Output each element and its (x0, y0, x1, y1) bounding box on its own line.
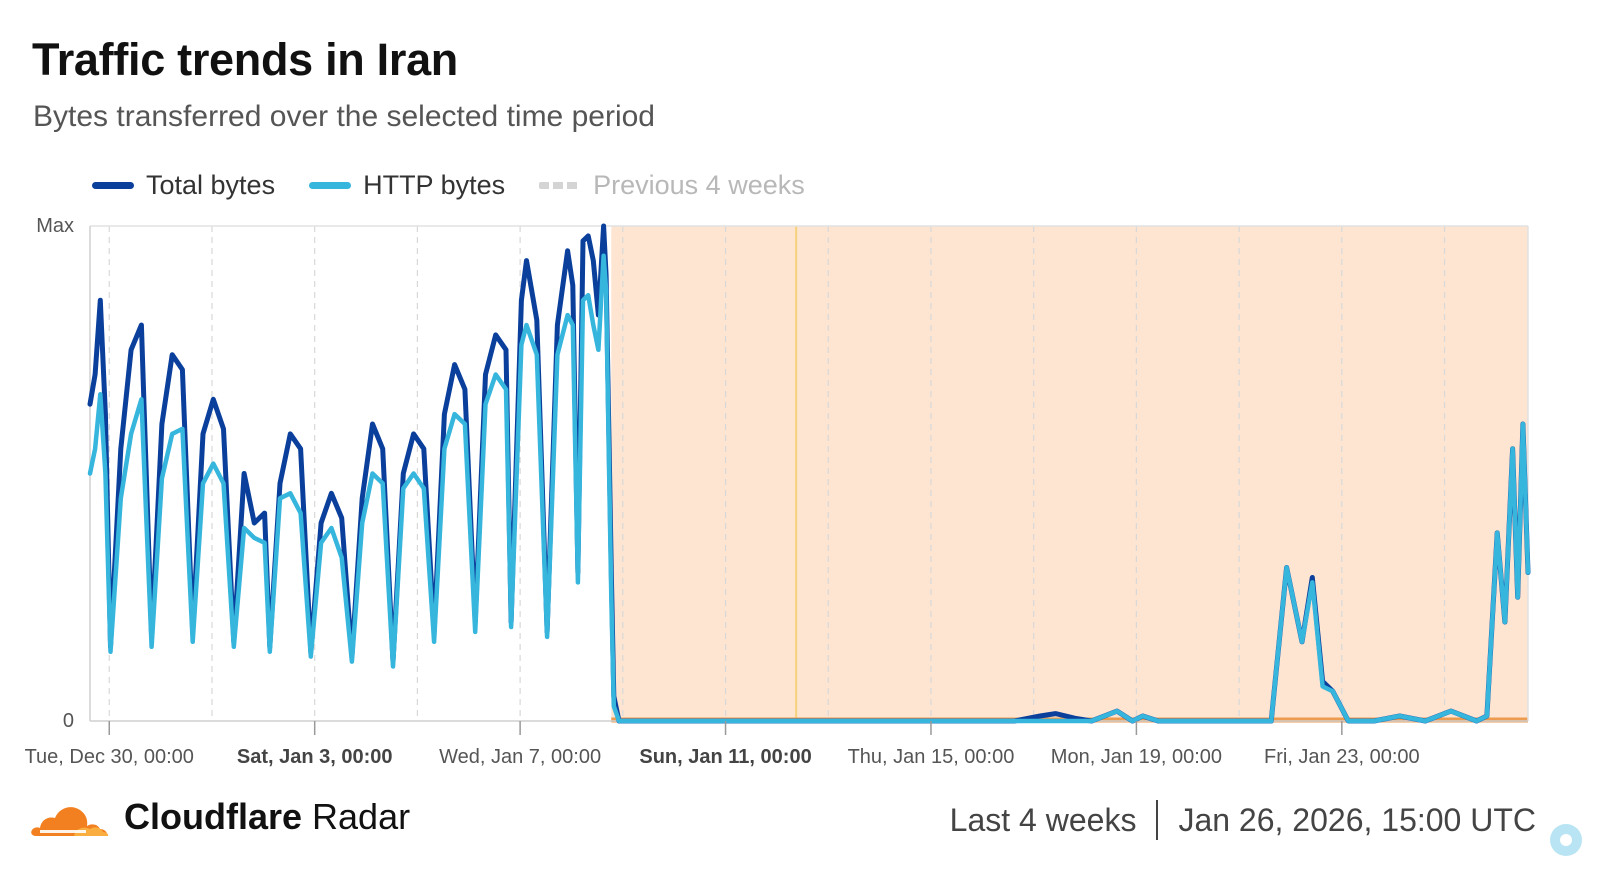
traffic-chart[interactable]: Max 0 Tue, Dec 30, 00:00 Sat, Jan 3, 00:00 W… (0, 0, 1600, 790)
legend-item-previous[interactable]: Previous 4 weeks (539, 170, 805, 201)
legend-swatch-total (92, 182, 134, 189)
cloudflare-radar-brand[interactable]: Cloudflare Radar (30, 796, 410, 838)
x-tick-label-3: Sun, Jan 11, 00:00 (639, 746, 811, 768)
timestamp-label: Jan 26, 2026, 15:00 UTC (1178, 801, 1536, 838)
legend-item-http[interactable]: HTTP bytes (309, 170, 505, 201)
footer-divider (1156, 800, 1159, 840)
legend-swatch-previous (539, 182, 582, 189)
legend-label-previous: Previous 4 weeks (593, 170, 805, 200)
x-tick-label-4: Thu, Jan 15, 00:00 (848, 746, 1015, 768)
y-tick-label-zero: 0 (63, 710, 74, 732)
legend-label-http: HTTP bytes (363, 170, 506, 200)
chart-title: Traffic trends in Iran (32, 34, 458, 85)
brand-name-bold: Cloudflare (124, 796, 303, 837)
legend-item-total[interactable]: Total bytes (92, 170, 275, 201)
x-tick-label-5: Mon, Jan 19, 00:00 (1051, 746, 1222, 768)
chart-subtitle: Bytes transferred over the selected time… (33, 100, 655, 133)
x-tick-label-0: Tue, Dec 30, 00:00 (25, 746, 194, 768)
series-line-http-bytes (87, 253, 1531, 724)
cloudflare-cloud-icon (31, 807, 109, 836)
shaded-region (611, 226, 1528, 721)
brand-name-light: Radar (312, 796, 411, 837)
x-tick-label-2: Wed, Jan 7, 00:00 (439, 746, 601, 768)
x-tick-label-1: Sat, Jan 3, 00:00 (237, 746, 393, 768)
legend-label-total: Total bytes (146, 170, 276, 200)
y-tick-label-max: Max (36, 215, 74, 237)
time-range-label: Last 4 weeks (949, 801, 1137, 838)
brand-name: Cloudflare Radar (124, 796, 410, 838)
time-range-info: Last 4 weeks Jan 26, 2026, 15:00 UTC (950, 800, 1536, 840)
x-tick-label-6: Fri, Jan 23, 00:00 (1264, 746, 1420, 768)
watermark-icon (1546, 820, 1586, 860)
chart-legend: Total bytes HTTP bytes Previous 4 weeks (92, 170, 839, 201)
legend-swatch-http (309, 182, 352, 189)
